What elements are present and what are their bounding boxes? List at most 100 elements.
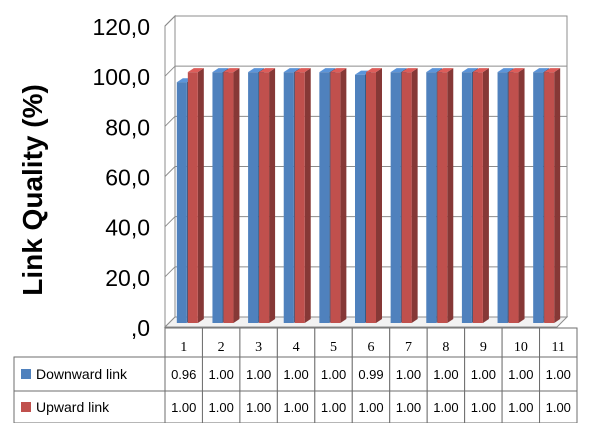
bar-top [401,68,418,73]
bar-front [283,72,294,324]
table-cell [426,356,466,392]
bar-top [544,68,561,73]
table-cell [239,390,278,423]
x-tick-label: 11 [552,340,565,355]
bar-side [304,68,311,324]
gridline-side [164,266,176,278]
y-tick-label: 20,0 [105,265,150,291]
x-tick-label: 5 [330,340,337,355]
table-cell [276,390,316,423]
data-label: 1.00 [321,400,346,415]
bar-front [366,72,376,324]
bar-front [401,72,412,324]
data-label: 1.00 [246,367,271,382]
bar-side [518,68,525,324]
x-tick-label: 10 [514,340,528,355]
legend-swatch [21,402,31,412]
x-tick-label: 1 [180,340,187,355]
bar-top [533,68,550,73]
bar-front [472,72,483,324]
x-tick-label: 3 [255,340,262,355]
table-cell [539,390,578,423]
bar-front [259,72,270,324]
data-label: 0.96 [171,367,196,382]
data-label: 1.00 [321,367,346,382]
bar [223,68,240,324]
data-label: 1.00 [471,367,496,382]
data-label: 1.00 [283,400,308,415]
table-header-cell [539,327,578,358]
bar-side [376,68,382,324]
bar-front [294,72,305,324]
bar-top [294,68,311,73]
bar-front [248,72,259,324]
bar-top [390,68,407,73]
data-label: 1.00 [433,367,458,382]
bar-side [447,68,454,324]
bar-top [283,68,300,73]
table-header-cell [351,327,391,358]
bar [401,68,418,324]
data-label: 1.00 [546,400,571,415]
data-label: 1.00 [171,400,196,415]
data-label: 1.00 [546,367,571,382]
bar-side [197,68,204,324]
bar-top [472,68,489,73]
bar-top [437,68,454,73]
y-tick-label: ,0 [131,315,150,341]
data-label: 1.00 [246,400,271,415]
bar-top [497,68,514,73]
table-header-cell [201,327,241,358]
legend-swatch [21,369,31,379]
y-axis-label: Link Quality (%) [17,84,48,296]
table-cell [501,390,541,423]
data-label: 1.00 [508,367,533,382]
bar-side [340,68,347,324]
bar [544,68,561,324]
bar-front [426,72,437,324]
legend-label: Downward link [36,366,128,382]
bar-front [223,72,234,324]
bar-top [259,68,276,73]
table-header-cell [389,327,428,358]
data-table: 1 2 3 4 5 6 7 8 9 10 11 Downward link 0.96 1.00 1.00 1.… [13,327,578,423]
bar-front [212,72,223,324]
legend-label: Upward link [36,399,110,415]
bar-front [437,72,448,324]
bar-side [411,68,418,324]
bar [259,68,276,324]
bar [330,68,347,324]
bars [176,68,561,324]
bar-top [330,68,347,73]
data-label: 1.00 [209,367,234,382]
bar-top [223,68,240,73]
bar-front [497,72,508,324]
table-cell [276,356,316,392]
y-tick-label: 120,0 [92,14,150,40]
bar-front [355,74,365,323]
bar-top [426,68,443,73]
bar-top [461,68,478,73]
bar-front [533,72,544,324]
bar-front [461,72,472,324]
y-tick-label: 100,0 [92,64,150,90]
data-label: 0.99 [358,367,383,382]
data-label: 1.00 [396,367,421,382]
bar-side [554,68,561,324]
bar-top [187,68,204,73]
data-label: 1.00 [508,400,533,415]
table-cell [201,390,241,423]
table-header-cell [164,327,203,358]
bar-front [187,72,198,324]
data-label: 1.00 [396,400,421,415]
bar [366,68,382,324]
table-cell [239,356,278,392]
bar [187,68,204,324]
bar-top [212,68,229,73]
gridline-side [164,65,176,77]
y-tick-labels: ,0 20,0 40,0 60,0 80,0 100,0 120,0 [92,14,150,341]
data-label: 1.00 [209,400,234,415]
bar-top [508,68,525,73]
y-tick-label: 80,0 [105,114,150,140]
